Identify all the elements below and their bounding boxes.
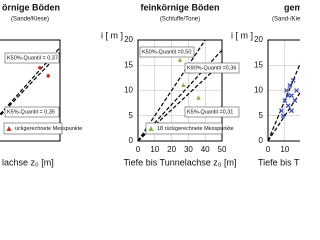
- annotation: K5%-Quantil = 0,35: [7, 109, 55, 115]
- quantile-line: [268, 91, 300, 141]
- legend-label: 18 rückgerechnete Messpunkte: [157, 126, 234, 132]
- x-axis-label: lachse z₀ [m]: [2, 157, 54, 167]
- point: [285, 103, 291, 109]
- chart-subtitle: (Sande/Kiese): [11, 17, 49, 23]
- legend-box: [3, 122, 63, 135]
- point: [282, 98, 288, 104]
- chart-subtitle: (Sand-/Kiese: [272, 17, 300, 23]
- point: [290, 77, 296, 83]
- chart-title: feinkörnige Böden: [140, 2, 219, 12]
- chart-subtitle: (Schluffe/Tone): [160, 17, 200, 23]
- point: [294, 88, 299, 93]
- legend-box: [145, 122, 223, 135]
- chart-panels: örnige Böden (Sande/Kiese) lachse z₀ [m] K5…: [0, 2, 300, 167]
- annotation: K5%-Quantil =0,31: [187, 109, 233, 115]
- point: [279, 108, 284, 114]
- point: [287, 83, 293, 88]
- plot-frame: [0, 39, 61, 142]
- quantile-line: [268, 62, 300, 141]
- point: [289, 108, 294, 114]
- y-tick-label: 5: [129, 111, 134, 120]
- x-tick-label: 50: [218, 145, 227, 154]
- annotation: K90%-Quantil =0,36: [187, 65, 236, 71]
- x-tick-label: 0: [266, 145, 271, 154]
- point: [177, 57, 183, 62]
- y-tick-label: 0: [259, 136, 264, 145]
- annotation-box: [139, 46, 195, 58]
- y-axis-label: i [ m ]: [231, 30, 253, 40]
- point: [46, 74, 51, 78]
- annotation-box: [184, 106, 240, 118]
- point: [181, 82, 186, 88]
- x-tick-label: 0: [136, 145, 141, 154]
- y-tick-label: 20: [254, 35, 263, 44]
- legend-label: ückgerechnete Messpunkte: [15, 126, 82, 132]
- y-tick-label: 15: [254, 60, 263, 69]
- y-tick-label: 20: [124, 35, 133, 44]
- y-tick-label: 10: [254, 86, 263, 95]
- annotation: K50%-Quantil = 0,37: [7, 55, 58, 61]
- plot-area: [268, 40, 300, 141]
- chart-title: örnige Böden: [2, 2, 60, 12]
- chart-title: gem: [284, 2, 300, 12]
- annotation-box: [4, 106, 60, 118]
- x-tick-label: 10: [150, 145, 159, 154]
- annotation-box: [4, 52, 60, 64]
- y-tick-label: 10: [124, 86, 133, 95]
- legend-marker: [148, 126, 154, 131]
- legend-marker: [6, 126, 12, 131]
- x-axis-label: Tiefe bis T: [258, 157, 300, 167]
- plot-frame: [267, 39, 300, 142]
- x-tick-label: 30: [184, 145, 193, 154]
- x-tick-label: 40: [201, 145, 210, 154]
- x-tick-label: 10: [280, 145, 289, 154]
- point: [196, 95, 201, 100]
- plot-frame: [137, 39, 223, 142]
- y-tick-label: 15: [124, 60, 133, 69]
- y-tick-label: 0: [129, 136, 134, 145]
- quantile-line: [0, 52, 60, 117]
- y-axis-label: i [ m ]: [101, 30, 123, 40]
- point: [280, 113, 286, 119]
- annotation: K50%-Quantil =0,50: [142, 49, 191, 55]
- x-tick-label: 20: [167, 145, 176, 154]
- x-axis-label: Tiefe bis Tunnelachse z₀ [m]: [124, 157, 237, 167]
- annotation-box: [184, 62, 240, 74]
- point: [292, 98, 298, 104]
- point: [284, 88, 289, 93]
- point: [285, 93, 291, 98]
- point: [38, 65, 42, 70]
- y-tick-label: 5: [259, 111, 264, 120]
